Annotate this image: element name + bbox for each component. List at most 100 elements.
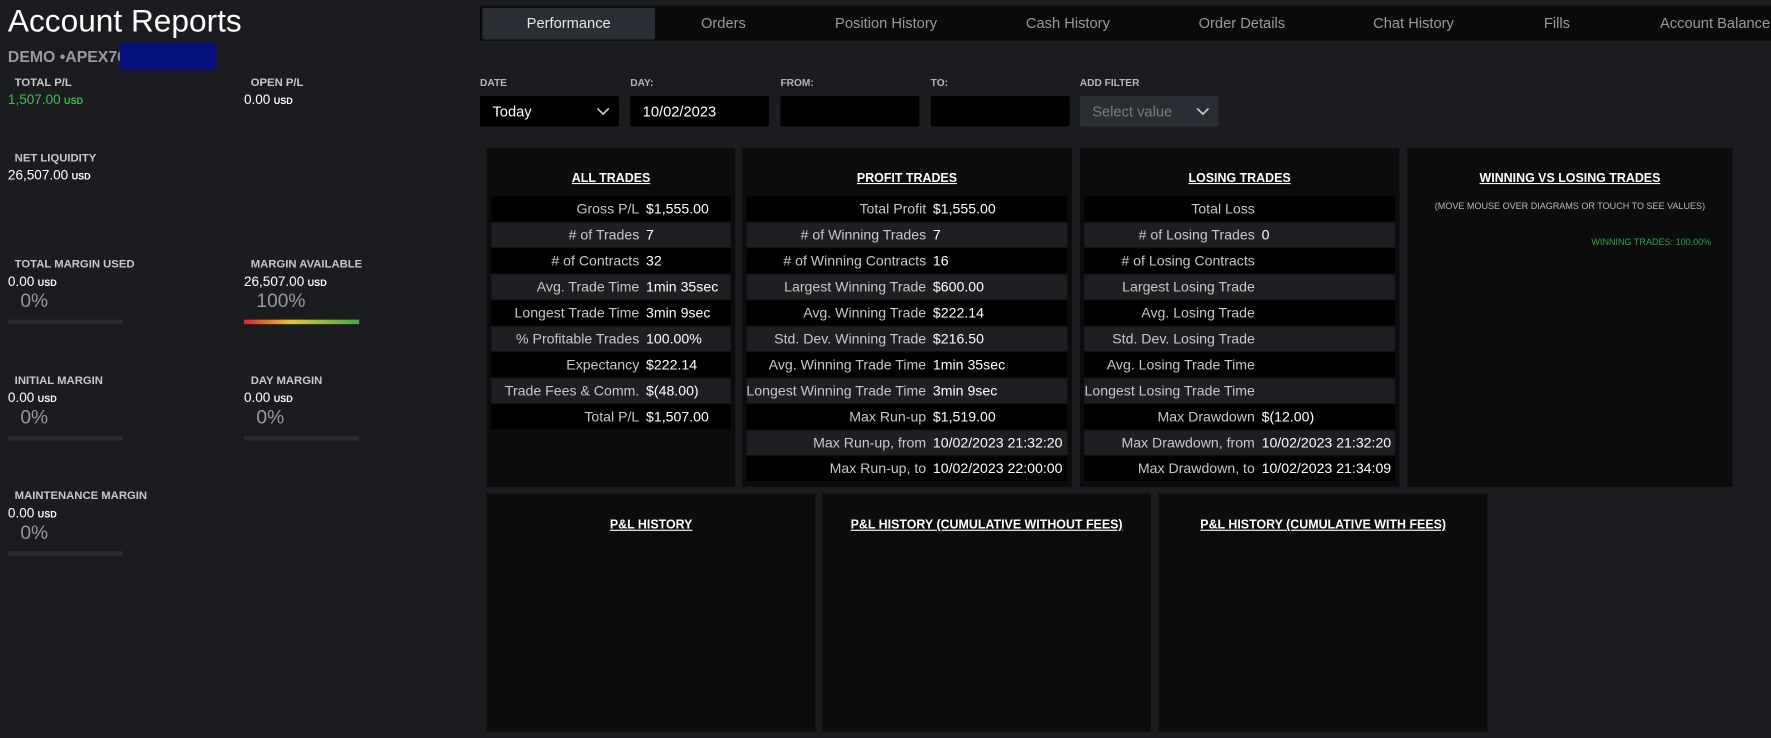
row-value: 0 [1261, 227, 1270, 243]
row-label: Avg. Losing Trade Time [1106, 356, 1255, 373]
row-label: Std. Dev. Losing Trade [1112, 330, 1255, 347]
stat-percent: 0% [20, 290, 49, 312]
row-value: $216.50 [932, 330, 984, 347]
meter-track [7, 435, 124, 441]
tab[interactable]: Position History [835, 14, 938, 32]
row-label: Total P/L [584, 408, 640, 425]
row-value: $222.14 [646, 356, 698, 373]
filter-input[interactable]: Today [480, 96, 619, 127]
row-value: $1,555.00 [646, 201, 709, 217]
stats-row: # of Winning Contracts 16 [746, 248, 1068, 274]
row-label: Avg. Winning Trade [803, 304, 927, 321]
tab[interactable]: Fills [1543, 14, 1571, 32]
stats-row: Avg. Winning Trade $222.14 [746, 300, 1068, 326]
row-label: Avg. Winning Trade Time [768, 356, 927, 373]
row-label: Longest Trade Time [514, 304, 640, 321]
row-label: # of Contracts [551, 252, 640, 269]
row-label: Total Profit [859, 201, 927, 217]
stats-row: Max Run-up $1,519.00 [746, 404, 1068, 430]
redaction [119, 42, 217, 71]
stats-panel: PROFIT TRADES Total Profit $1,555.00 # of W… [742, 147, 1072, 487]
stat-value: 0.00 USD [244, 390, 293, 406]
stat-number: 0.00 [7, 389, 35, 406]
stats-row: Avg. Losing Trade Time [1084, 352, 1395, 378]
stat-label: OPEN P/L [250, 76, 304, 90]
stat-number: 0.00 [243, 91, 271, 108]
meter-track [7, 551, 124, 556]
tab[interactable]: Order Details [1198, 14, 1286, 32]
stat-label: MARGIN AVAILABLE [250, 258, 363, 272]
stat-unit: USD [307, 277, 327, 289]
filter-label: DATE [480, 76, 507, 89]
stats-row: Total P/L $1,507.00 [491, 404, 731, 430]
stat-number: 0.00 [243, 389, 271, 406]
tab[interactable]: Performance [482, 7, 656, 40]
page-title: Account Reports [7, 3, 242, 39]
row-label: Max Drawdown, from [1121, 434, 1255, 451]
row-label: Expectancy [566, 356, 640, 373]
row-label: Std. Dev. Winning Trade [774, 330, 927, 347]
filter-input[interactable]: Select value [1079, 96, 1219, 127]
row-value: 32 [646, 252, 662, 269]
stat-value: 1,507.00 USD [8, 91, 83, 107]
stats-row: Longest Losing Trade Time [1084, 378, 1395, 404]
stats-row: Largest Losing Trade [1084, 274, 1395, 300]
row-label: Largest Winning Trade [784, 278, 927, 295]
row-value: $1,555.00 [932, 201, 996, 217]
row-value: $1,507.00 [646, 408, 709, 425]
row-value: 3min 9sec [646, 304, 711, 321]
stat-percent: 0% [20, 406, 49, 429]
stat-number: 1,507.00 [7, 91, 61, 108]
filter-text: Select value [1092, 102, 1173, 120]
stat-value: 26,507.00 USD [8, 167, 91, 183]
stat-value: 0.00 USD [8, 273, 57, 289]
stat-label: MAINTENANCE MARGIN [14, 490, 148, 503]
row-label: # of Winning Contracts [783, 252, 927, 269]
stat-percent: 0% [20, 521, 49, 544]
filter-input[interactable]: 10/02/2023 [630, 96, 770, 127]
chart-panel [1158, 493, 1488, 732]
stats-row: Longest Trade Time 3min 9sec [491, 300, 731, 326]
stats-row: Max Drawdown, from 10/02/2023 21:32:20 [1084, 430, 1395, 456]
filter-label: TO: [930, 76, 949, 89]
stat-number: 0.00 [7, 273, 35, 290]
stat-number: 0.00 [7, 504, 35, 521]
row-value: $600.00 [932, 278, 984, 295]
stat-label: TOTAL P/L [14, 76, 72, 90]
tab[interactable]: Cash History [1025, 14, 1110, 32]
stats-row: Avg. Trade Time 1min 35sec [491, 274, 731, 300]
row-label: # of Losing Trades [1138, 227, 1255, 243]
row-label: Total Loss [1191, 201, 1255, 217]
filter-label: FROM: [780, 76, 814, 89]
filter-input[interactable] [930, 96, 1070, 127]
stat-label: NET LIQUIDITY [14, 152, 97, 165]
row-label: Max Run-up, to [829, 460, 927, 477]
row-value: 1min 35sec [932, 356, 1006, 373]
row-label: # of Losing Contracts [1121, 252, 1255, 269]
meter-track [7, 319, 124, 325]
stat-number: 26,507.00 [243, 273, 305, 290]
row-value: 7 [932, 227, 941, 243]
row-label: # of Trades [568, 227, 640, 243]
panel-title: PROFIT TRADES [856, 171, 958, 186]
stats-row: Trade Fees & Comm. $(48.00) [491, 378, 731, 404]
stats-row: Max Run-up, to 10/02/2023 22:00:00 [746, 456, 1068, 482]
tab[interactable]: Chat History [1373, 14, 1454, 32]
stats-row: Total Profit $1,555.00 [746, 196, 1068, 222]
row-label: Max Run-up [849, 408, 927, 425]
tab[interactable]: Orders [700, 14, 746, 32]
stats-row: Gross P/L $1,555.00 [491, 196, 731, 222]
stats-row: Max Drawdown, to 10/02/2023 21:34:09 [1084, 456, 1395, 482]
row-value: 3min 9sec [932, 382, 998, 399]
stat-value: 0.00 USD [8, 390, 57, 406]
row-label: % Profitable Trades [516, 330, 640, 347]
chart-title: P&L HISTORY [609, 518, 693, 532]
tab[interactable]: Account Balance [1659, 14, 1771, 32]
stat-number: 26,507.00 [7, 167, 69, 183]
stat-unit: USD [71, 171, 91, 182]
stats-row: Std. Dev. Losing Trade [1084, 326, 1395, 352]
filter-input[interactable] [780, 96, 920, 127]
chart-panel [822, 493, 1151, 732]
row-label: Max Run-up, from [813, 434, 927, 451]
